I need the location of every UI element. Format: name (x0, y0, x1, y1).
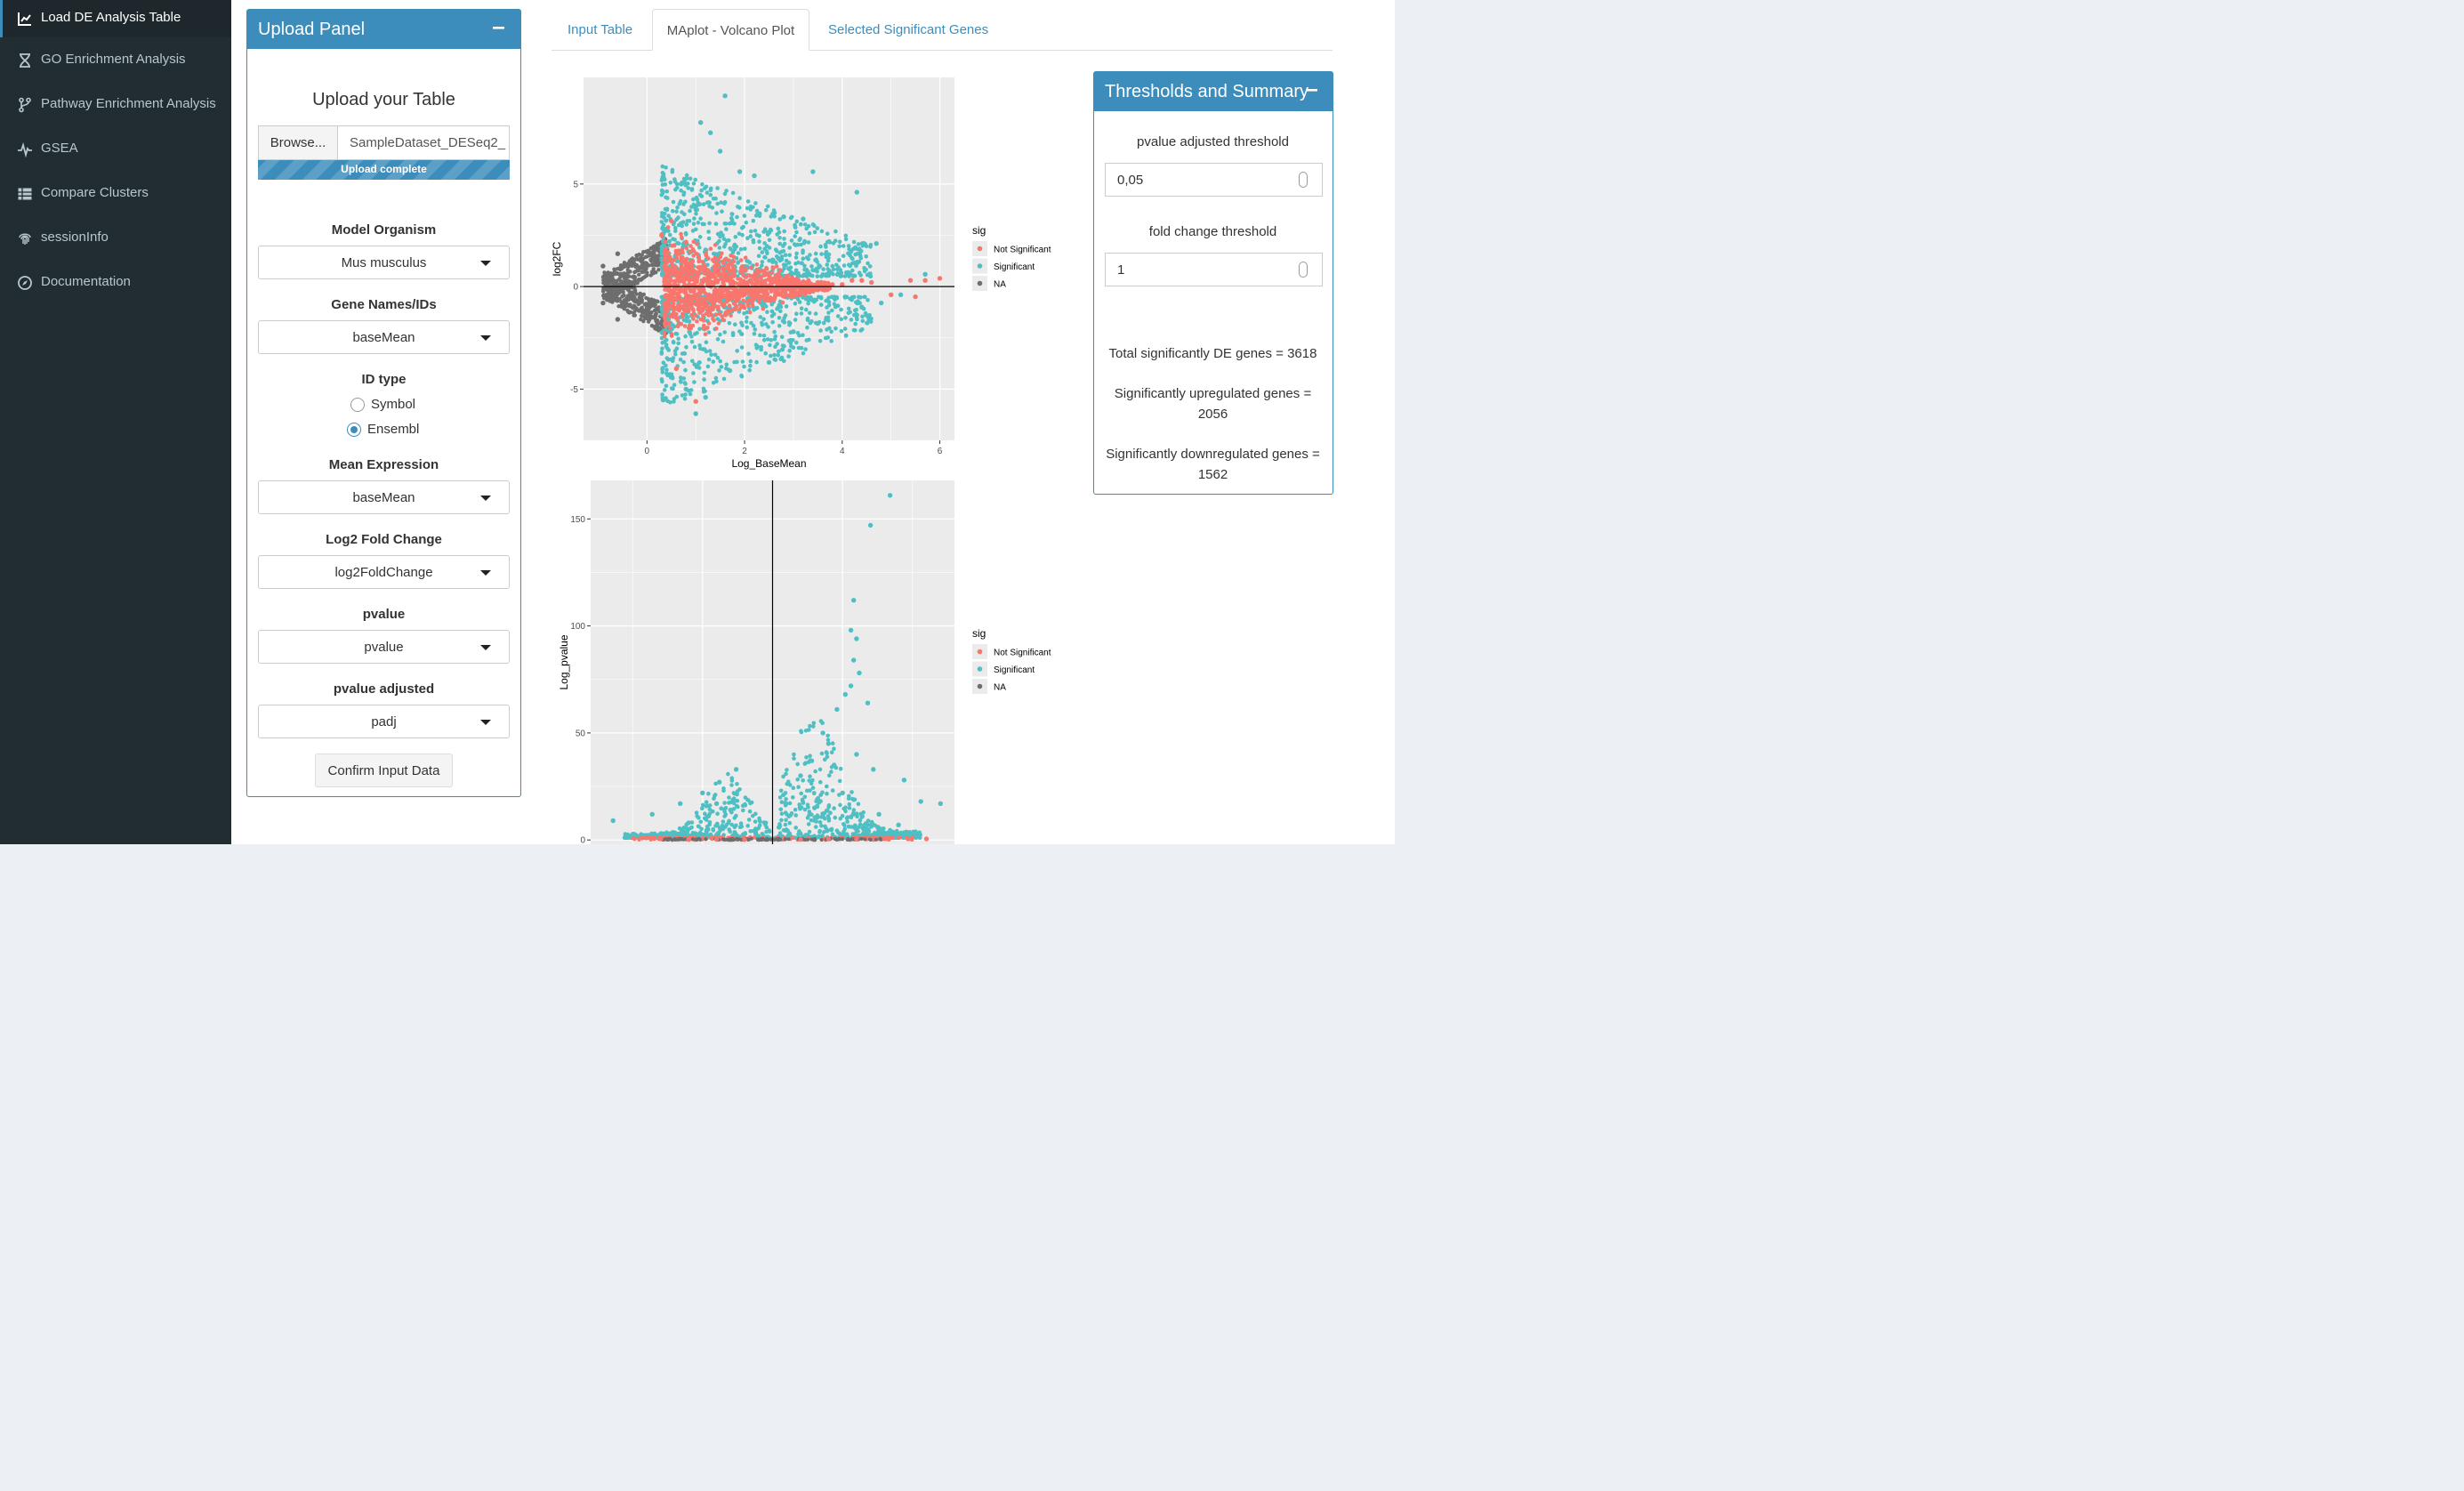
downregulated-genes-count: 1562 (1197, 467, 1228, 482)
upregulated-genes-count: 2056 (1197, 407, 1228, 422)
pvalue-value: pvalue (364, 640, 404, 655)
sidebar-item-load-de-analysis-table[interactable]: Load DE Analysis Table (0, 0, 234, 37)
pvalue-threshold-label: pvalue adjusted threshold (1137, 134, 1289, 149)
downregulated-genes-text: Significantly downregulated genes = (1106, 447, 1320, 462)
model-organism-label: Model Organism (331, 222, 437, 238)
sidebar-item-label: GSEA (41, 141, 78, 156)
tabs-underline (552, 50, 1333, 51)
collapse-minus-icon[interactable] (490, 17, 508, 38)
upload-heading: Upload your Table (312, 90, 455, 109)
fc-threshold-label: fold change threshold (1148, 224, 1277, 239)
spinner-arrows-icon[interactable] (1299, 262, 1308, 278)
id-type-symbol-label: Symbol (371, 397, 416, 412)
tab-maplot-volcano-plot[interactable]: MAplot - Volcano Plot (652, 9, 809, 51)
upregulated-genes-text: Significantly upregulated genes = (1114, 386, 1312, 401)
sidebar-item-label: Documentation (41, 274, 131, 289)
collapse-minus-icon[interactable] (1304, 79, 1322, 101)
heartbeat-icon (18, 141, 32, 157)
pvalue-adjusted-label: pvalue adjusted (333, 681, 435, 697)
sidebar-item-label: GO Enrichment Analysis (41, 52, 186, 67)
mean-expression-label: Mean Expression (328, 457, 439, 472)
upload-progress-text: Upload complete (341, 163, 427, 175)
gene-names-select[interactable]: baseMean (258, 320, 510, 354)
log2-fold-change-label: Log2 Fold Change (326, 532, 442, 547)
app-window: Load DE Analysis Table GO Enrichment Ana… (0, 0, 1395, 844)
sidebar-item-label: sessionInfo (41, 230, 109, 245)
sidebar-item-gsea[interactable]: GSEA (0, 131, 231, 168)
id-type-ensembl-radio[interactable] (347, 423, 361, 437)
upload-panel-title: Upload Panel (258, 20, 366, 39)
tab-label: Input Table (568, 22, 633, 37)
pvalue-adjusted-value: padj (371, 714, 397, 729)
confirm-input-data-button[interactable]: Confirm Input Data (315, 754, 453, 787)
tab-label: MAplot - Volcano Plot (666, 23, 795, 38)
sidebar-item-sessioninfo[interactable]: sessionInfo (0, 220, 231, 257)
thresholds-panel: Thresholds and Summary pvalue adjusted t… (1093, 71, 1333, 495)
model-organism-select[interactable]: Mus musculus (258, 246, 510, 279)
mean-expression-select[interactable]: baseMean (258, 480, 510, 514)
sidebar-item-pathway-enrichment-analysis[interactable]: Pathway Enrichment Analysis (0, 86, 231, 124)
upload-panel: Upload Panel Upload your Table Browse...… (246, 9, 521, 797)
code-fork-icon (19, 97, 31, 113)
pvalue-threshold-value: 0,05 (1117, 173, 1144, 188)
tab-selected-significant-genes[interactable]: Selected Significant Genes (828, 22, 988, 37)
fc-threshold-value: 1 (1117, 262, 1125, 278)
model-organism-value: Mus musculus (341, 255, 427, 270)
spinner-arrows-icon[interactable] (1299, 172, 1308, 188)
log2-fold-change-value: log2FoldChange (334, 565, 433, 580)
tab-label: Selected Significant Genes (828, 22, 989, 37)
total-de-genes-text: Total significantly DE genes = 3618 (1108, 346, 1317, 361)
sidebar-item-label: Compare Clusters (41, 185, 149, 200)
caret-down-icon (480, 645, 491, 650)
id-type-label: ID type (361, 372, 407, 387)
pvalue-select[interactable]: pvalue (258, 630, 510, 664)
id-type-symbol-radio[interactable] (350, 398, 365, 412)
caret-down-icon (480, 720, 491, 725)
gene-names-label: Gene Names/IDs (331, 297, 437, 312)
sidebar-item-label: Load DE Analysis Table (41, 10, 181, 25)
sidebar-item-go-enrichment-analysis[interactable]: GO Enrichment Analysis (0, 42, 231, 79)
compass-icon (18, 276, 32, 290)
table-icon (18, 188, 32, 200)
log2-fold-change-select[interactable]: log2FoldChange (258, 555, 510, 589)
thresholds-panel-title: Thresholds and Summary (1105, 82, 1308, 101)
thresholds-panel-header: Thresholds and Summary (1094, 72, 1333, 111)
upload-progress-track: Upload complete (258, 160, 510, 180)
pvalue-threshold-input[interactable]: 0,05 (1105, 163, 1323, 197)
upload-panel-header: Upload Panel (247, 10, 520, 49)
pvalue-adjusted-select[interactable]: padj (258, 705, 510, 738)
id-type-ensembl-label: Ensembl (367, 422, 420, 437)
caret-down-icon (480, 496, 491, 501)
file-name-field: SampleDataset_DESeq2_ (337, 125, 510, 160)
sidebar-item-documentation[interactable]: Documentation (0, 264, 231, 302)
confirm-input-data-label: Confirm Input Data (327, 763, 440, 778)
file-name-text: SampleDataset_DESeq2_ (350, 135, 506, 150)
browse-button[interactable]: Browse... (258, 125, 338, 160)
fingerprint-icon (19, 233, 31, 245)
upload-progress-bar (258, 160, 510, 180)
hourglass-icon (20, 53, 30, 68)
tab-input-table[interactable]: Input Table (568, 22, 632, 37)
pvalue-label: pvalue (362, 607, 406, 622)
caret-down-icon (480, 335, 491, 341)
caret-down-icon (480, 570, 491, 576)
sidebar-item-compare-clusters[interactable]: Compare Clusters (0, 175, 231, 213)
fc-threshold-input[interactable]: 1 (1105, 253, 1323, 286)
sidebar: Load DE Analysis Table GO Enrichment Ana… (0, 0, 234, 844)
browse-button-label: Browse... (270, 135, 326, 150)
line-chart-icon (18, 12, 31, 26)
mean-expression-value: baseMean (352, 490, 415, 505)
sidebar-item-label: Pathway Enrichment Analysis (41, 96, 216, 111)
caret-down-icon (480, 261, 491, 266)
gene-names-value: baseMean (352, 330, 415, 345)
main-content: Upload Panel Upload your Table Browse...… (231, 0, 1395, 844)
